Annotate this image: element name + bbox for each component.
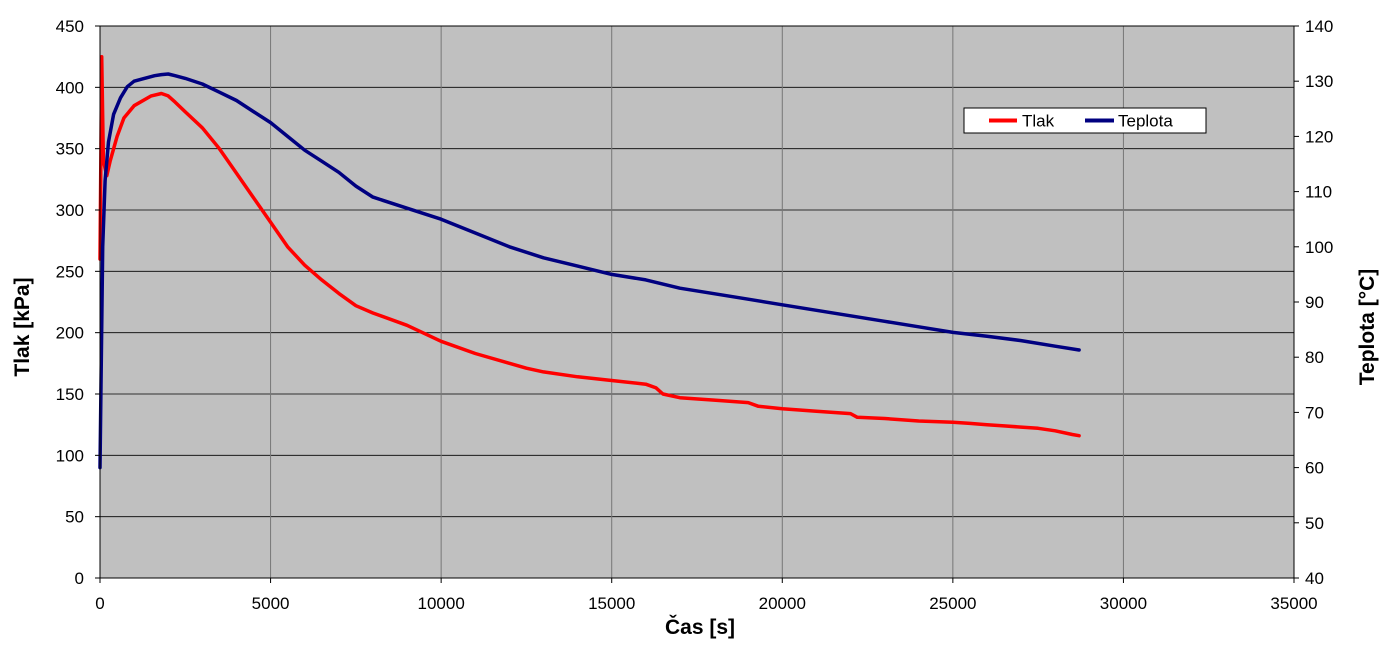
legend-label-tlak: Tlak [1022, 112, 1055, 131]
y2-tick-label: 130 [1305, 72, 1333, 91]
y-tick-label: 300 [56, 201, 84, 220]
y2-tick-label: 70 [1305, 403, 1324, 422]
legend: Tlak Teplota [963, 107, 1207, 134]
y2-tick-label: 140 [1305, 17, 1333, 36]
y2-tick-label: 120 [1305, 127, 1333, 146]
y2-tick-label: 80 [1305, 348, 1324, 367]
y-tick-label: 400 [56, 78, 84, 97]
x-tick-label: 35000 [1270, 594, 1317, 613]
y2-tick-label: 90 [1305, 293, 1324, 312]
y-tick-label: 350 [56, 140, 84, 159]
x-tick-label: 15000 [588, 594, 635, 613]
tick-labels: 0 50 100 150 200 250 300 350 400 450 0 5000 10000 150… [56, 17, 1334, 613]
y2-tick-label: 60 [1305, 459, 1324, 478]
y-tick-label: 250 [56, 262, 84, 281]
y2-tick-label: 50 [1305, 514, 1324, 533]
y-tick-label: 200 [56, 324, 84, 343]
x-tick-label: 30000 [1100, 594, 1147, 613]
x-tick-label: 25000 [929, 594, 976, 613]
y-tick-label: 0 [75, 569, 84, 588]
y-tick-label: 100 [56, 446, 84, 465]
y2-tick-label: 40 [1305, 569, 1324, 588]
legend-label-teplota: Teplota [1118, 112, 1173, 131]
y-axis-title-left: Tlak [kPa] [11, 277, 34, 376]
x-tick-label: 5000 [252, 594, 290, 613]
plot-frame [99, 25, 1295, 579]
y2-tick-label: 100 [1305, 238, 1333, 257]
x-tick-label: 20000 [759, 594, 806, 613]
y-tick-label: 450 [56, 17, 84, 36]
series-line-teplota [98, 72, 1081, 470]
y-axis-title-right: Teplota [°C] [1356, 269, 1379, 386]
y-tick-label: 50 [65, 508, 84, 527]
y-tick-label: 150 [56, 385, 84, 404]
y2-tick-label: 110 [1305, 183, 1332, 202]
series-layer [98, 54, 1081, 470]
x-tick-label: 0 [95, 594, 104, 613]
axes [95, 25, 1299, 583]
x-axis-title: Čas [s] [665, 615, 735, 639]
x-tick-label: 10000 [418, 594, 465, 613]
series-line-tlak [98, 54, 1081, 438]
